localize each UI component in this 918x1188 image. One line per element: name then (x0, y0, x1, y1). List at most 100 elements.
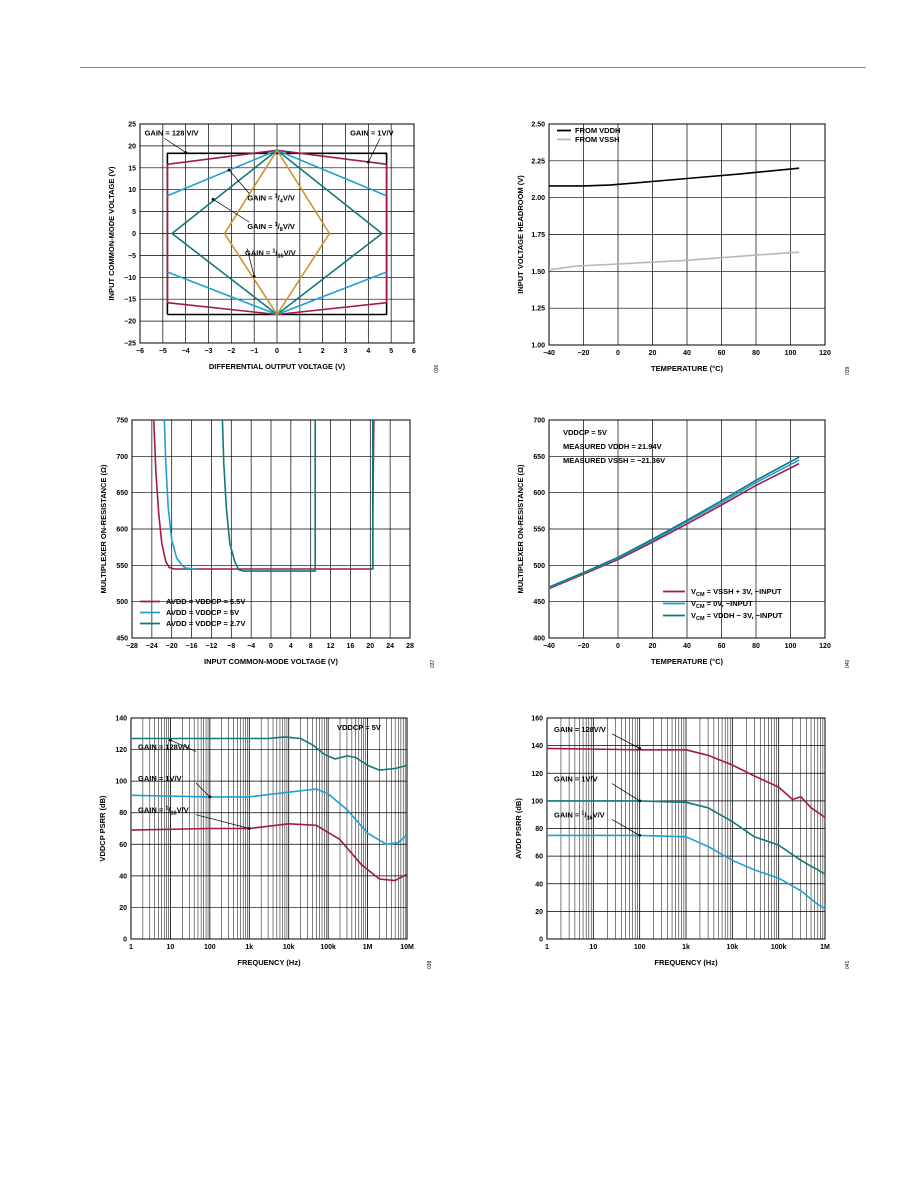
x-tick-label: 100 (204, 944, 216, 951)
gain-annotation: GAIN = 1/16V/V (245, 248, 296, 259)
y-tick-label: 1.25 (531, 306, 545, 313)
y-tick-label: 100 (115, 779, 127, 786)
annotation-arrow (368, 138, 381, 163)
x-tick-label: 0 (275, 348, 279, 355)
y-tick-label: 15 (128, 165, 136, 172)
annotation-arrow (611, 733, 640, 749)
x-axis-label: FREQUENCY (Hz) (237, 958, 301, 967)
series-line-0 (153, 419, 375, 570)
x-tick-label: 2 (321, 348, 325, 355)
x-tick-label: 10 (167, 944, 175, 951)
plot-frame (546, 717, 826, 940)
legend-label: VCM = 0V, −INPUT (691, 599, 753, 610)
x-tick-label: 1k (245, 944, 253, 951)
plot-frame (548, 123, 826, 346)
condition-text: VDDCP = 5V (563, 428, 607, 437)
series-line-1 (130, 788, 408, 846)
chart-onres-vs-common-mode: −28 −24 −20 −16 −12 −8 −4 0 4 8 12 16 20 24 28 450 500 55… (99, 418, 436, 669)
y-tick-label: 25 (128, 122, 136, 129)
x-tick-label: 100 (785, 643, 797, 650)
x-tick-label: 28 (406, 643, 414, 650)
y-tick-label: 5 (132, 209, 136, 216)
x-tick-label: 8 (309, 643, 313, 650)
annotation-arrowhead (247, 827, 251, 830)
y-tick-label: 1.50 (531, 269, 545, 276)
chart-vddcp-psrr: 1 10 100 1k 10k 100k 1M 10M 0 20 40 60 80 100 120 140 FR… (98, 716, 433, 970)
x-tick-label: −2 (227, 348, 235, 355)
series-line-2 (548, 456, 800, 588)
x-tick-label: 60 (718, 350, 726, 357)
y-tick-label: 10 (128, 187, 136, 194)
x-axis-label: TEMPERATURE (°C) (651, 657, 724, 666)
y-tick-label: 120 (531, 771, 543, 778)
x-tick-label: −28 (126, 643, 138, 650)
x-tick-label: −6 (136, 348, 144, 355)
x-tick-label: 3 (344, 348, 348, 355)
x-tick-label: 1M (363, 944, 373, 951)
plot-frame (131, 419, 411, 639)
y-tick-label: 550 (533, 527, 545, 534)
legend-label: AVDD = VDDCP = 5V (166, 608, 239, 617)
y-axis-label: INPUT VOLTAGE HEADROOM (V) (516, 175, 525, 294)
x-tick-label: 20 (366, 643, 374, 650)
x-tick-label: −12 (205, 643, 217, 650)
x-tick-label: 1 (298, 348, 302, 355)
y-tick-label: 100 (531, 798, 543, 805)
x-tick-label: 120 (819, 350, 831, 357)
x-tick-label: −4 (182, 348, 190, 355)
annotation-arrow (611, 819, 640, 836)
y-axis-label: MULTIPLEXER ON-RESISTANCE (Ω) (516, 464, 525, 594)
y-tick-label: 1.00 (531, 343, 545, 350)
annotation-arrowhead (184, 151, 188, 154)
x-tick-label: −40 (543, 643, 555, 650)
series-line-2 (547, 834, 826, 910)
y-tick-label: 120 (115, 747, 127, 754)
plot-frame (130, 717, 408, 940)
gain-annotation: GAIN = 1/16V/V (554, 810, 605, 821)
chart-headroom-vs-temperature: −40 −20 0 20 40 60 80 100 120 1.00 1.25 1.50 1.75 2.0… (516, 122, 851, 376)
y-tick-label: 40 (535, 881, 543, 888)
y-tick-label: 0 (539, 937, 543, 944)
series-line-0 (548, 462, 800, 590)
plot-frame (139, 123, 415, 344)
x-axis-label: TEMPERATURE (°C) (651, 364, 724, 373)
x-tick-label: 0 (616, 350, 620, 357)
y-tick-label: 2.25 (531, 158, 545, 165)
x-tick-label: 10k (726, 944, 738, 951)
y-tick-label: 40 (119, 873, 127, 880)
x-tick-label: 4 (366, 348, 370, 355)
x-tick-label: 20 (649, 643, 657, 650)
x-tick-label: 40 (683, 350, 691, 357)
x-tick-label: −20 (166, 643, 178, 650)
condition-text: MEASURED VDDH = 21.94V (563, 442, 662, 451)
annotation-arrow (246, 248, 255, 277)
series-line-1 (163, 419, 197, 570)
y-tick-label: −15 (124, 297, 136, 304)
annotation-arrow (170, 739, 197, 752)
y-tick-label: 80 (119, 810, 127, 817)
x-tick-label: 100 (785, 350, 797, 357)
x-tick-label: −16 (186, 643, 198, 650)
y-tick-label: 0 (123, 937, 127, 944)
y-tick-label: 750 (116, 418, 128, 425)
x-tick-label: 4 (289, 643, 293, 650)
series-line-5 (223, 149, 331, 316)
x-tick-label: −1 (250, 348, 258, 355)
legend-label: FROM VSSH (575, 135, 620, 144)
y-tick-label: −20 (124, 319, 136, 326)
y-tick-label: 60 (119, 842, 127, 849)
y-tick-label: 450 (533, 599, 545, 606)
legend-label: FROM VDDH (575, 126, 620, 135)
x-tick-label: −5 (159, 348, 167, 355)
annotation-arrowhead (638, 834, 642, 837)
figure-code: 040 (845, 659, 851, 668)
y-axis-label: INPUT COMMON-MODE VOLTAGE (V) (107, 166, 116, 300)
y-tick-label: 160 (531, 716, 543, 723)
y-tick-label: 550 (116, 563, 128, 570)
y-tick-label: 20 (535, 909, 543, 916)
y-tick-label: −5 (128, 253, 136, 260)
figure-code: 041 (845, 960, 851, 969)
x-tick-label: 1M (820, 944, 830, 951)
x-tick-label: 1k (682, 944, 690, 951)
x-tick-label: 100k (320, 944, 336, 951)
